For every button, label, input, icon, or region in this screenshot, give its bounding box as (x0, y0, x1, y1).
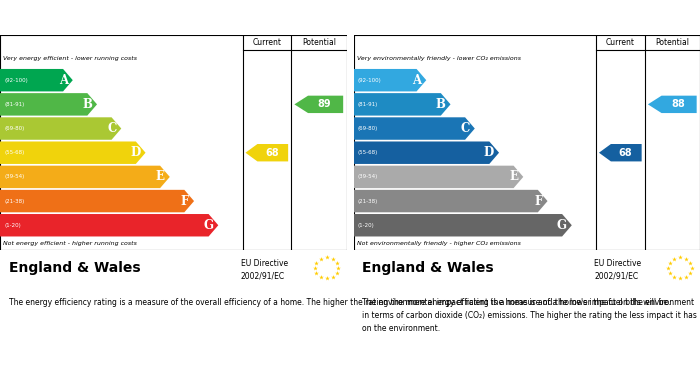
Polygon shape (295, 96, 343, 113)
Text: The energy efficiency rating is a measure of the overall efficiency of a home. T: The energy efficiency rating is a measur… (8, 298, 670, 307)
Text: C: C (107, 122, 116, 135)
Text: Current: Current (606, 38, 635, 47)
Text: A: A (412, 74, 421, 87)
Polygon shape (354, 214, 572, 237)
Text: 2002/91/EC: 2002/91/EC (594, 271, 638, 280)
Text: F: F (534, 195, 542, 208)
Polygon shape (354, 117, 475, 140)
Polygon shape (0, 93, 97, 116)
Text: Very energy efficient - lower running costs: Very energy efficient - lower running co… (4, 56, 137, 61)
Text: F: F (181, 195, 189, 208)
Text: (81-91): (81-91) (358, 102, 378, 107)
Polygon shape (0, 117, 121, 140)
Text: EU Directive: EU Directive (594, 259, 641, 268)
Text: D: D (130, 146, 141, 159)
Text: (39-54): (39-54) (4, 174, 25, 179)
Polygon shape (648, 96, 696, 113)
Text: A: A (59, 74, 68, 87)
Text: (21-38): (21-38) (4, 199, 25, 204)
Text: 88: 88 (671, 99, 685, 109)
Text: 2002/91/EC: 2002/91/EC (241, 271, 285, 280)
Text: (69-80): (69-80) (4, 126, 25, 131)
Polygon shape (354, 166, 524, 188)
Text: Environmental Impact (CO₂) Rating: Environmental Impact (CO₂) Rating (362, 11, 594, 24)
Text: B: B (436, 98, 446, 111)
Text: (81-91): (81-91) (4, 102, 25, 107)
Polygon shape (354, 142, 499, 164)
Text: (69-80): (69-80) (358, 126, 378, 131)
Text: (55-68): (55-68) (4, 150, 25, 155)
Text: Potential: Potential (302, 38, 336, 47)
Text: 68: 68 (619, 148, 632, 158)
Polygon shape (354, 190, 547, 212)
Text: The environmental impact rating is a measure of a home's impact on the environme: The environmental impact rating is a mea… (362, 298, 697, 333)
Polygon shape (0, 166, 170, 188)
Text: (92-100): (92-100) (358, 78, 382, 83)
Text: (92-100): (92-100) (4, 78, 28, 83)
Text: D: D (484, 146, 494, 159)
Text: Not environmentally friendly - higher CO₂ emissions: Not environmentally friendly - higher CO… (357, 241, 521, 246)
Text: 89: 89 (318, 99, 331, 109)
Text: E: E (156, 170, 165, 183)
Polygon shape (354, 93, 451, 116)
Text: E: E (510, 170, 519, 183)
Text: England & Wales: England & Wales (8, 261, 140, 275)
Text: Very environmentally friendly - lower CO₂ emissions: Very environmentally friendly - lower CO… (357, 56, 521, 61)
Text: Not energy efficient - higher running costs: Not energy efficient - higher running co… (4, 241, 137, 246)
Text: C: C (461, 122, 470, 135)
Text: England & Wales: England & Wales (362, 261, 494, 275)
Polygon shape (0, 214, 218, 237)
Text: EU Directive: EU Directive (241, 259, 288, 268)
Text: 68: 68 (265, 148, 279, 158)
Polygon shape (599, 144, 642, 161)
Polygon shape (246, 144, 288, 161)
Text: Current: Current (252, 38, 281, 47)
Text: (1-20): (1-20) (358, 223, 374, 228)
Polygon shape (0, 69, 73, 91)
Text: Potential: Potential (655, 38, 690, 47)
Polygon shape (354, 69, 426, 91)
Text: B: B (83, 98, 92, 111)
Text: (55-68): (55-68) (358, 150, 378, 155)
Text: G: G (204, 219, 214, 232)
Polygon shape (0, 142, 146, 164)
Text: Energy Efficiency Rating: Energy Efficiency Rating (8, 11, 172, 24)
Text: (21-38): (21-38) (358, 199, 378, 204)
Text: (39-54): (39-54) (358, 174, 378, 179)
Text: G: G (557, 219, 567, 232)
Polygon shape (0, 190, 194, 212)
Text: (1-20): (1-20) (4, 223, 21, 228)
